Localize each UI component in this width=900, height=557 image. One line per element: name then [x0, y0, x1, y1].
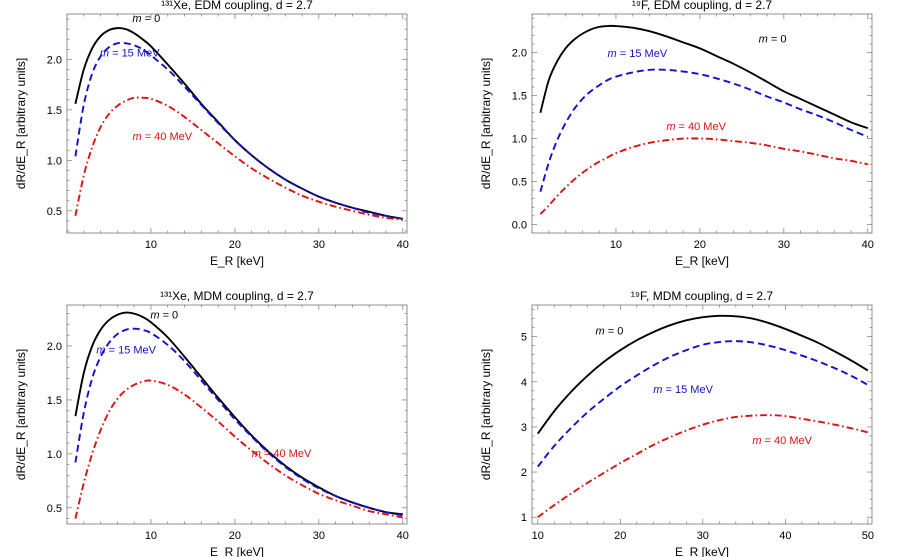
series-line-1 — [74, 311, 403, 516]
series-label-1: m = 0 — [596, 325, 624, 337]
y-tick-label: 2.0 — [512, 48, 527, 60]
series-label-2: m = 15 MeV — [608, 48, 668, 60]
x-tick-label: 20 — [694, 239, 706, 251]
plot-frame — [531, 304, 873, 525]
series-label-3: m = 40 MeV — [132, 131, 192, 143]
y-tick-label: 4 — [521, 377, 527, 389]
x-tick-label: 20 — [614, 530, 626, 542]
x-tick-label: 50 — [862, 530, 874, 542]
chart-panel-4: ¹⁹F, MDM coupling, d = 2.7 E_R [keV] dR/dE… — [479, 289, 874, 557]
x-tick-label: 30 — [778, 239, 790, 251]
chart-title: ¹⁹F, EDM coupling, d = 2.7 — [632, 0, 773, 12]
chart-panel-2: ¹⁹F, EDM coupling, d = 2.7 E_R [keV] dR/dE… — [479, 0, 874, 268]
x-tick-label: 20 — [229, 530, 241, 542]
plot-frame — [66, 304, 408, 525]
y-axis-label: dR/dE_R [arbitrary units] — [479, 349, 493, 480]
series-label-2: m = 15 MeV — [96, 345, 156, 357]
x-tick-label: 10 — [610, 239, 622, 251]
series-line-2 — [539, 68, 869, 193]
x-tick-label: 40 — [779, 530, 791, 542]
series-line-3 — [539, 137, 868, 215]
series-label-2: m = 15 MeV — [100, 47, 160, 59]
series-label-3: m = 40 MeV — [666, 121, 726, 133]
series-line-2 — [74, 327, 403, 517]
chart-panel-3: ¹³¹Xe, MDM coupling, d = 2.7 E_R [keV] dR/… — [14, 289, 409, 557]
chart-title: ¹³¹Xe, MDM coupling, d = 2.7 — [160, 289, 314, 303]
series-label-1: m = 0 — [759, 33, 787, 45]
series-label-3: m = 40 MeV — [752, 435, 812, 447]
series-line-1 — [537, 314, 869, 435]
x-axis-label: E_R [keV] — [675, 254, 729, 268]
series-line-2 — [74, 41, 403, 220]
series-line-3 — [74, 96, 403, 221]
x-tick-label: 20 — [229, 239, 241, 251]
y-tick-label: 1.5 — [47, 395, 62, 407]
x-tick-label: 10 — [532, 530, 544, 542]
y-axis-label: dR/dE_R [arbitrary units] — [14, 58, 28, 189]
chart-title: ¹⁹F, MDM coupling, d = 2.7 — [631, 289, 774, 303]
series-line-3 — [74, 379, 403, 519]
series-line-2 — [537, 340, 869, 468]
y-tick-label: 3 — [521, 422, 527, 434]
series-label-1: m = 0 — [132, 13, 160, 25]
y-tick-label: 1.0 — [47, 449, 62, 461]
x-axis-label: E_R [keV] — [210, 545, 264, 557]
series-label-2: m = 15 MeV — [653, 384, 713, 396]
y-tick-label: 0.0 — [512, 219, 527, 231]
y-tick-label: 2 — [521, 467, 527, 479]
x-tick-label: 30 — [313, 530, 325, 542]
y-tick-label: 1.0 — [47, 155, 62, 167]
x-tick-label: 10 — [145, 239, 157, 251]
y-tick-label: 0.5 — [47, 503, 62, 515]
y-tick-label: 1.0 — [512, 134, 527, 146]
y-tick-label: 0.5 — [512, 176, 527, 188]
x-tick-label: 10 — [145, 530, 157, 542]
series-label-3: m = 40 MeV — [252, 448, 312, 460]
y-tick-label: 5 — [521, 332, 527, 344]
y-tick-label: 1.5 — [512, 91, 527, 103]
series-line-1 — [539, 24, 869, 130]
x-tick-label: 30 — [313, 239, 325, 251]
y-axis-label: dR/dE_R [arbitrary units] — [479, 58, 493, 189]
plot-frame — [531, 13, 873, 234]
x-tick-label: 40 — [397, 530, 409, 542]
chart-panel-1: ¹³¹Xe, EDM coupling, d = 2.7 E_R [keV] dR/… — [14, 0, 409, 268]
x-axis-label: E_R [keV] — [675, 545, 729, 557]
x-axis-label: E_R [keV] — [210, 254, 264, 268]
x-tick-label: 30 — [697, 530, 709, 542]
series-label-1: m = 0 — [150, 310, 178, 322]
x-tick-label: 40 — [862, 239, 874, 251]
y-tick-label: 0.5 — [47, 206, 62, 218]
y-tick-label: 1 — [521, 512, 527, 524]
series-line-3 — [537, 414, 869, 518]
chart-title: ¹³¹Xe, EDM coupling, d = 2.7 — [161, 0, 313, 12]
y-tick-label: 2.0 — [47, 54, 62, 66]
plot-frame — [66, 13, 408, 234]
y-tick-label: 1.5 — [47, 105, 62, 117]
y-tick-label: 2.0 — [47, 341, 62, 353]
x-tick-label: 40 — [397, 239, 409, 251]
y-axis-label: dR/dE_R [arbitrary units] — [14, 349, 28, 480]
